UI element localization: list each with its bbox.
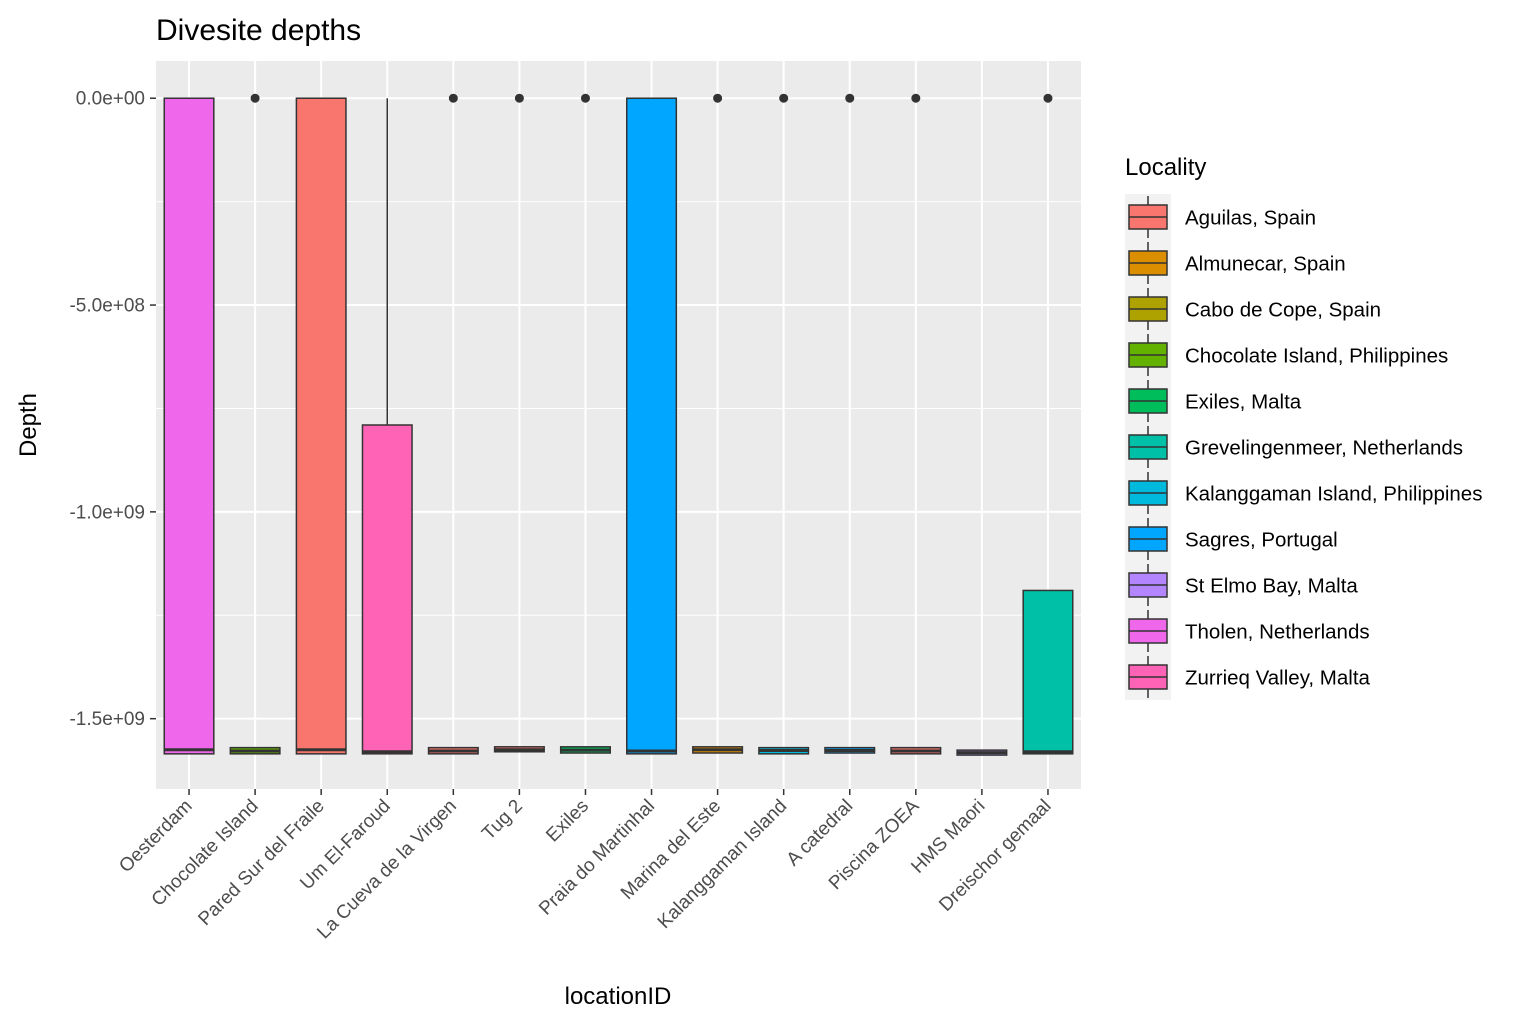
- y-axis: 0.0e+00 -5.0e+08 -1.0e+09 -1.5e+09: [69, 89, 156, 730]
- legend-label: Chocolate Island, Philippines: [1185, 345, 1448, 368]
- box-dreischor-gemaal: [1022, 93, 1074, 755]
- box-body: [1022, 589, 1074, 755]
- box-kalanggaman-island: [758, 93, 810, 755]
- legend-entry: Tholen, Netherlands: [1125, 608, 1370, 654]
- plot-panel: [156, 61, 1081, 789]
- box-body: [626, 97, 678, 755]
- legend-entry: Exiles, Malta: [1125, 378, 1302, 424]
- box-body: [163, 97, 215, 755]
- outlier-point: [448, 93, 458, 103]
- outlier-point: [911, 93, 921, 103]
- box-hms-maori: [956, 749, 1008, 756]
- legend-label: Zurrieq Valley, Malta: [1185, 667, 1371, 690]
- outlier-point: [845, 93, 855, 103]
- outlier-point: [580, 93, 590, 103]
- legend-title: Locality: [1125, 154, 1206, 181]
- outlier-point: [713, 93, 723, 103]
- outlier-point: [779, 93, 789, 103]
- legend-label: Tholen, Netherlands: [1185, 621, 1370, 644]
- y-axis-title: Depth: [15, 393, 42, 457]
- legend-entry: Cabo de Cope, Spain: [1125, 286, 1381, 332]
- legend-label: Exiles, Malta: [1185, 391, 1302, 414]
- box-exiles: [559, 93, 611, 754]
- x-axis-title: locationID: [565, 983, 672, 1010]
- legend-label: Sagres, Portugal: [1185, 529, 1338, 552]
- box-body: [295, 97, 347, 755]
- box-praia-do-martinhal: [626, 97, 678, 755]
- y-tick-label: -1.0e+09: [69, 502, 145, 523]
- legend-keys: Aguilas, Spain Almunecar, Spain Cabo de Co…: [1125, 194, 1482, 700]
- outlier-point: [250, 93, 260, 103]
- chart-title: Divesite depths: [156, 14, 361, 47]
- legend-label: Grevelingenmeer, Netherlands: [1185, 437, 1463, 460]
- legend-entry: Chocolate Island, Philippines: [1125, 332, 1448, 378]
- legend-entry: Zurrieq Valley, Malta: [1125, 654, 1371, 700]
- plot-panel-background: [156, 61, 1081, 789]
- y-tick-label: -1.5e+09: [69, 709, 145, 730]
- legend-label: Almunecar, Spain: [1185, 253, 1346, 276]
- legend-entry: Aguilas, Spain: [1125, 194, 1316, 240]
- y-tick-label: 0.0e+00: [76, 89, 145, 110]
- box-chocolate-island: [229, 93, 281, 755]
- outlier-point: [514, 93, 524, 103]
- box-pared-sur-del-fraile: [295, 97, 347, 755]
- box-um-el-faroud: [361, 98, 413, 755]
- box-oesterdam: [163, 97, 215, 755]
- legend: Locality Aguilas, Spain Almunecar, Spain C…: [1125, 154, 1482, 700]
- box-body: [361, 424, 413, 755]
- legend-label: Cabo de Cope, Spain: [1185, 299, 1381, 322]
- legend-entry: Sagres, Portugal: [1125, 516, 1338, 562]
- box-a-catedral: [824, 93, 876, 754]
- box-piscina-zoea: [890, 93, 942, 755]
- legend-label: St Elmo Bay, Malta: [1185, 575, 1358, 598]
- legend-label: Kalanggaman Island, Philippines: [1185, 483, 1482, 506]
- box-tug-2: [493, 93, 545, 753]
- y-tick-label: -5.0e+08: [69, 296, 145, 317]
- legend-entry: Almunecar, Spain: [1125, 240, 1346, 286]
- box-la-cueva-de-la-virgen: [427, 93, 479, 755]
- legend-entry: Grevelingenmeer, Netherlands: [1125, 424, 1463, 470]
- box-marina-del-este: [692, 93, 744, 754]
- legend-label: Aguilas, Spain: [1185, 207, 1316, 230]
- boxes-layer: [163, 93, 1074, 756]
- legend-entry: St Elmo Bay, Malta: [1125, 562, 1358, 608]
- legend-entry: Kalanggaman Island, Philippines: [1125, 470, 1482, 516]
- outlier-point: [1043, 93, 1053, 103]
